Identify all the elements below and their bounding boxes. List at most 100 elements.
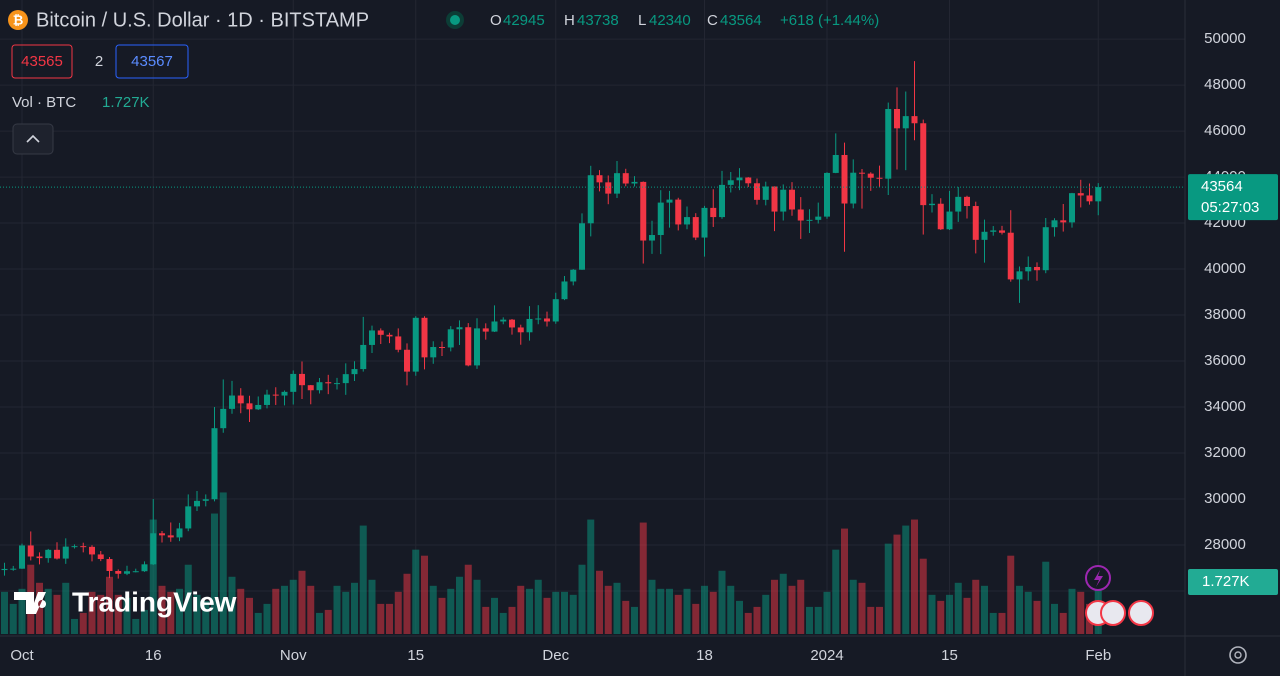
candle-body (710, 207, 717, 218)
collapse-button[interactable] (12, 123, 54, 155)
candle-body (229, 395, 235, 409)
event-flag[interactable] (1100, 600, 1126, 626)
volume-bar (552, 591, 560, 634)
candle-body (719, 184, 725, 218)
x-tick-label: Oct (10, 647, 34, 664)
volume-bar (1051, 603, 1058, 634)
volume-bar (683, 588, 691, 634)
volume-bar (1, 591, 8, 634)
volume-bar (946, 594, 953, 634)
volume-bar (692, 603, 700, 634)
bid-price[interactable]: 43565 (21, 53, 63, 70)
event-flag[interactable] (1128, 600, 1154, 626)
volume-bar (849, 579, 857, 634)
market-status-dot (450, 15, 460, 25)
volume-bar (569, 594, 577, 634)
candle-body (675, 199, 682, 225)
candle-body (255, 404, 262, 410)
volume-bar (71, 618, 78, 634)
ohlc-label: H (564, 12, 575, 29)
candle-body (902, 116, 909, 129)
volume-bar (543, 597, 551, 634)
volume-bar (184, 564, 192, 634)
candle-body (937, 203, 944, 230)
candle-body (596, 175, 603, 183)
volume-bar (814, 606, 822, 634)
candle-body (80, 546, 87, 548)
candle-body (281, 391, 288, 396)
volume-bar (36, 582, 43, 634)
volume-bar (307, 585, 315, 634)
candle-body (1051, 220, 1058, 228)
y-tick-label: 50000 (1204, 30, 1246, 47)
candle-body (780, 189, 787, 212)
x-tick-label: Dec (542, 647, 569, 664)
candle-body (412, 317, 419, 372)
volume-bar (62, 582, 70, 634)
ask-price[interactable]: 43567 (131, 53, 173, 70)
collapse-icon (26, 134, 40, 143)
y-tick-label: 34000 (1204, 398, 1246, 415)
candle-body (1042, 227, 1049, 271)
settings-icon[interactable] (1229, 646, 1247, 664)
candle-body (474, 328, 480, 366)
candle-body (395, 336, 402, 350)
candle-body (1, 568, 8, 571)
candle-body (1077, 193, 1084, 196)
candle-body (360, 344, 367, 370)
volume-bar (701, 585, 708, 634)
volume-bar (456, 576, 463, 634)
volume-bar (867, 606, 875, 634)
ohlc-value: 43564 (720, 12, 762, 29)
candle-body (771, 186, 778, 212)
candle-body (666, 199, 673, 203)
candle-body (570, 269, 577, 282)
candle-body (439, 347, 445, 349)
ohlc-label: O (490, 12, 502, 29)
volume-bar (298, 570, 306, 634)
candle-body (920, 123, 927, 206)
watermark: TradingView (72, 586, 237, 617)
volume-bar (797, 579, 805, 634)
sell-button[interactable] (11, 44, 73, 79)
volume-bar (508, 606, 516, 634)
volume-bar (718, 570, 726, 634)
candle-body (972, 206, 979, 240)
volume-bar (631, 606, 638, 634)
volume-bar (324, 609, 332, 634)
candle-body (185, 506, 192, 529)
candle-body (176, 528, 183, 538)
volume-bar (1024, 591, 1032, 634)
volume-bar (989, 612, 997, 634)
volume-bar (254, 612, 262, 634)
candle-body (36, 556, 43, 559)
volume-bar (351, 582, 358, 634)
candle-body (701, 207, 708, 238)
x-tick-label: 15 (941, 647, 958, 664)
candle-body (649, 235, 655, 241)
candle-body (202, 499, 209, 501)
volume-bar (613, 582, 621, 634)
volume-bar (316, 612, 323, 634)
candle-body (509, 319, 515, 328)
candle-body (789, 189, 795, 210)
volume-bar (928, 594, 936, 634)
candle-body (211, 428, 218, 500)
y-tick-label: 32000 (1204, 444, 1246, 461)
x-tick-label: 18 (696, 647, 713, 664)
candle-body (482, 328, 489, 332)
candle-body (421, 317, 428, 358)
candle-body (124, 571, 130, 574)
candle-body (1086, 195, 1093, 202)
candle-body (325, 382, 332, 384)
buy-button[interactable] (115, 44, 189, 79)
candle-body (272, 394, 279, 396)
ohlc-value: 42945 (503, 12, 545, 29)
volume-bar (123, 597, 131, 634)
y-tick-label: 40000 (1204, 260, 1246, 277)
candle-body (762, 186, 769, 200)
axis-labels: 2600028000300003200034000360003800040000… (10, 30, 1278, 664)
volume-layer (1, 492, 1102, 634)
volume-bar (779, 573, 787, 634)
